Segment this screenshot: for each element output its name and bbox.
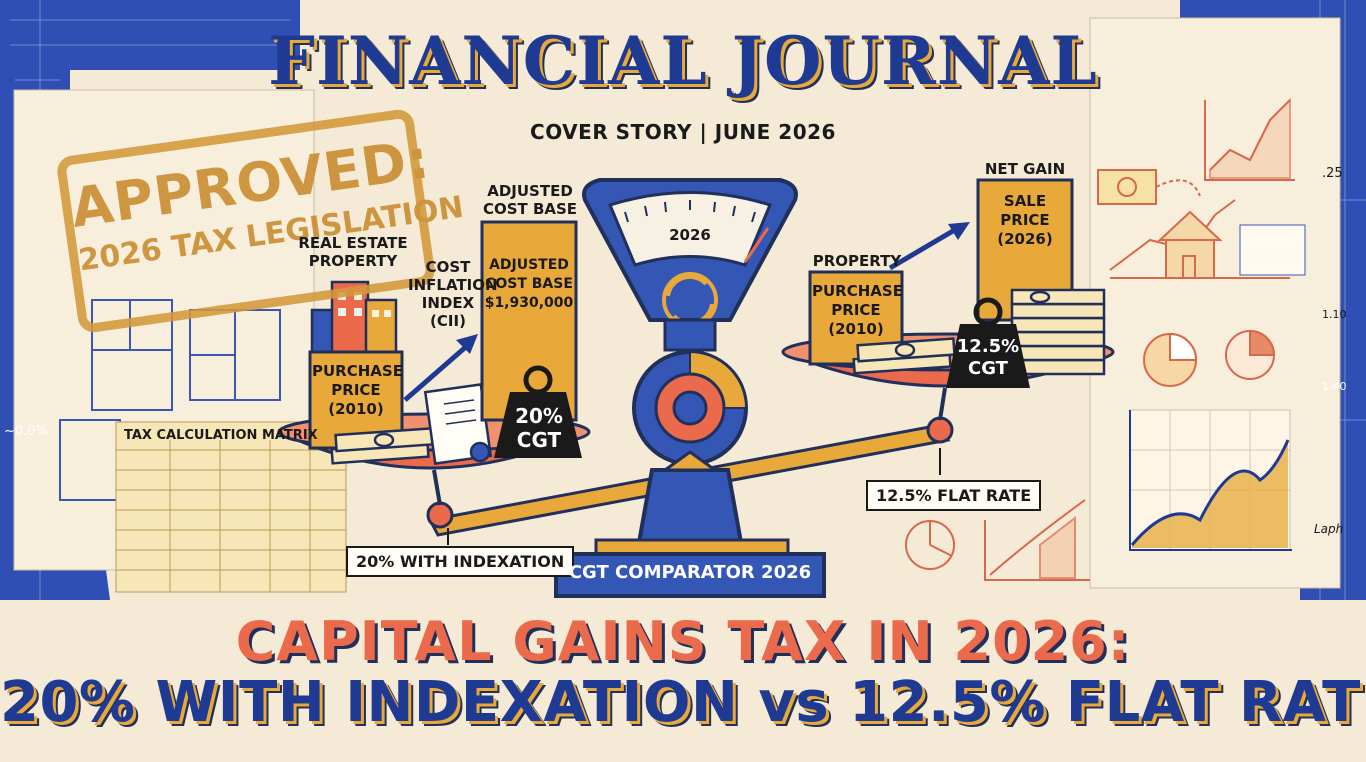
left-cash-stack-icon: [330, 427, 434, 465]
money-bill-sketch: [1097, 169, 1201, 205]
small-curve-chart-sketch: [905, 499, 1090, 581]
left-percent-note: ~0.0%: [4, 424, 48, 439]
left-growth-arrow: [403, 343, 470, 402]
headline-line-1: CAPITAL GAINS TAX IN 2026:: [235, 610, 1131, 673]
dial-face: [607, 191, 773, 267]
left-blueprint-panel-wide: [0, 0, 300, 70]
left-cgt-weight-label: 20% CGT: [515, 404, 563, 452]
left-index-label: COST INFLATION INDEX (CII): [408, 258, 498, 330]
masthead-title: FINANCIAL JOURNAL: [268, 22, 1098, 100]
right-note-25: .25: [1322, 166, 1343, 181]
scale-base-label: CGT COMPARATOR 2026: [568, 562, 812, 583]
right-bar-chart-sketch: [1204, 97, 1295, 181]
tax-matrix-grid: [115, 421, 347, 593]
net-gain-label: NET GAIN: [984, 160, 1066, 178]
cover-story-kicker: COVER STORY | JUNE 2026: [530, 120, 836, 144]
left-acb-title: ADJUSTED COST BASE: [482, 182, 578, 218]
left-purchase-price-label: PURCHASE PRICE (2010): [312, 362, 403, 418]
document-icon: [423, 383, 493, 465]
right-property-label: PROPERTY: [812, 252, 902, 270]
right-growth-arrow: [888, 225, 960, 271]
right-money-stack-icon: [1010, 288, 1106, 376]
right-sale-price-label: SALE PRICE (2026): [997, 192, 1053, 248]
right-cash-stack-icon: [852, 337, 956, 375]
left-property-label: REAL ESTATE PROPERTY: [298, 234, 408, 270]
left-acb-box-label: ADJUSTED COST BASE $1,930,000: [484, 257, 574, 311]
right-note-110: 1.10: [1322, 308, 1347, 321]
right-purchase-price-label: PURCHASE PRICE (2010): [812, 282, 903, 338]
left-rate-caption: 20% WITH INDEXATION: [346, 546, 575, 577]
right-formula-label: Laph: [1314, 522, 1344, 536]
formula-note: [1239, 224, 1306, 276]
house-sketch: [1109, 199, 1290, 279]
tax-matrix-title: TAX CALCULATION MATRIX: [124, 428, 318, 443]
pie-chart-sketches: [1143, 329, 1276, 387]
left-cgt-weight-icon: [494, 365, 582, 458]
dial-year-label: 2026: [669, 226, 711, 244]
right-cgt-weight-label: 12.5% CGT: [956, 336, 1020, 379]
area-chart-sketch: [1129, 409, 1292, 551]
right-rate-caption: 12.5% FLAT RATE: [866, 480, 1042, 511]
headline-line-2: 20% WITH INDEXATION vs 12.5% FLAT RATE: [0, 670, 1366, 735]
right-cgt-weight-icon: [946, 297, 1030, 388]
right-note-140: 1.40: [1322, 380, 1347, 393]
